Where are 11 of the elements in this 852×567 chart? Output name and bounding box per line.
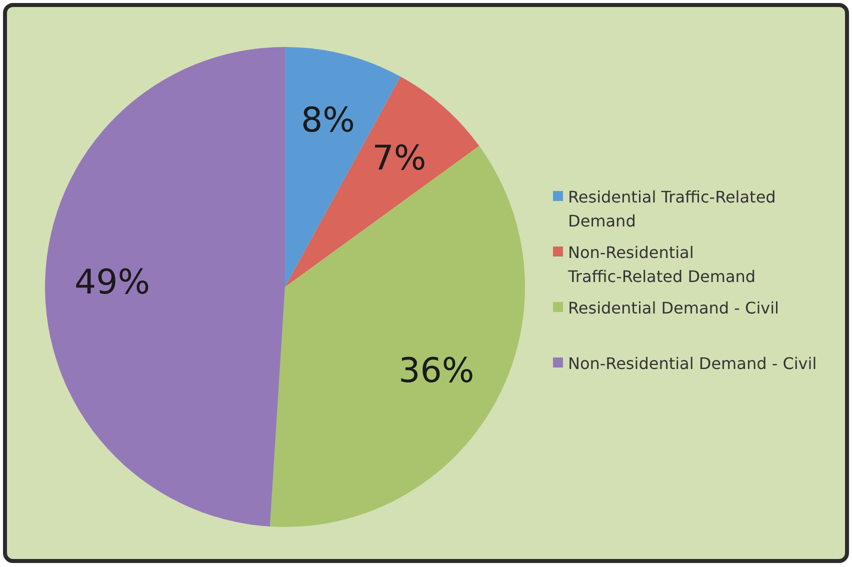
legend-label: Residential Demand - Civil [568,298,779,318]
legend-label: Residential Traffic-Related Demand [568,188,776,231]
pie-slice [285,76,480,287]
pie-slice [45,47,285,527]
data-label: 8% [300,100,355,141]
pie-slice [270,146,525,527]
data-label: 7% [372,138,426,178]
data-label: 49% [74,262,150,302]
legend-label: Non-Residential Traffic-Related Demand [567,243,756,286]
data-label: 36% [398,351,474,392]
legend-label: Non-Residential Demand - Civil [568,354,817,374]
